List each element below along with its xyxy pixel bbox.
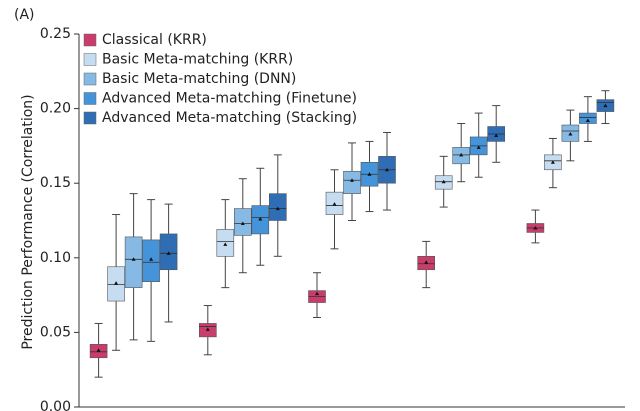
y-tick-label: 0.20 <box>40 101 71 117</box>
mean-marker <box>149 257 154 261</box>
legend: Classical (KRR) Basic Meta-matching (KRR)… <box>83 32 357 126</box>
mean-marker <box>350 178 354 182</box>
y-tick-label: 0.25 <box>40 26 71 42</box>
mean-marker <box>114 281 119 285</box>
legend-label: Advanced Meta-matching (Finetune) <box>102 91 357 107</box>
y-tick-label: 0.10 <box>40 250 71 266</box>
legend-label: Basic Meta-matching (KRR) <box>102 52 293 68</box>
mean-marker <box>96 348 101 352</box>
box <box>124 236 143 288</box>
y-tick-label: 0.00 <box>40 399 71 411</box>
mean-marker <box>385 167 389 172</box>
box <box>343 170 361 194</box>
mean-marker <box>441 179 446 184</box>
y-tick-label: 0.15 <box>40 175 71 191</box>
mean-marker <box>275 206 280 211</box>
mean-marker <box>459 152 464 157</box>
legend-swatch <box>83 33 97 47</box>
y-axis-label: Prediction Performance (Correlation) <box>20 94 36 349</box>
legend-swatch <box>83 72 97 86</box>
y-tick-label: 0.05 <box>40 324 71 340</box>
panel-label: (A) <box>14 7 35 23</box>
mean-marker <box>332 202 337 206</box>
legend-label: Classical (KRR) <box>102 32 207 48</box>
legend-swatch <box>83 111 97 125</box>
mean-marker <box>258 217 263 221</box>
mean-marker <box>131 257 136 261</box>
legend-swatch <box>83 92 97 105</box>
mean-marker <box>476 145 481 149</box>
mean-marker <box>568 131 573 136</box>
mean-marker <box>315 291 319 296</box>
mean-marker <box>603 103 608 108</box>
mean-marker <box>367 172 372 176</box>
mean-marker <box>494 133 499 137</box>
legend-label: Advanced Meta-matching (Stacking) <box>102 110 357 126</box>
mean-marker <box>240 221 245 225</box>
mean-marker <box>205 327 210 331</box>
mean-marker <box>223 242 228 246</box>
mean-marker <box>533 225 538 230</box>
legend-label: Basic Meta-matching (DNN) <box>102 71 296 87</box>
legend-swatch <box>83 53 97 66</box>
mean-marker <box>550 160 555 164</box>
box <box>579 112 597 124</box>
mean-marker <box>166 251 171 255</box>
mean-marker <box>585 118 590 123</box>
mean-marker <box>424 260 429 264</box>
